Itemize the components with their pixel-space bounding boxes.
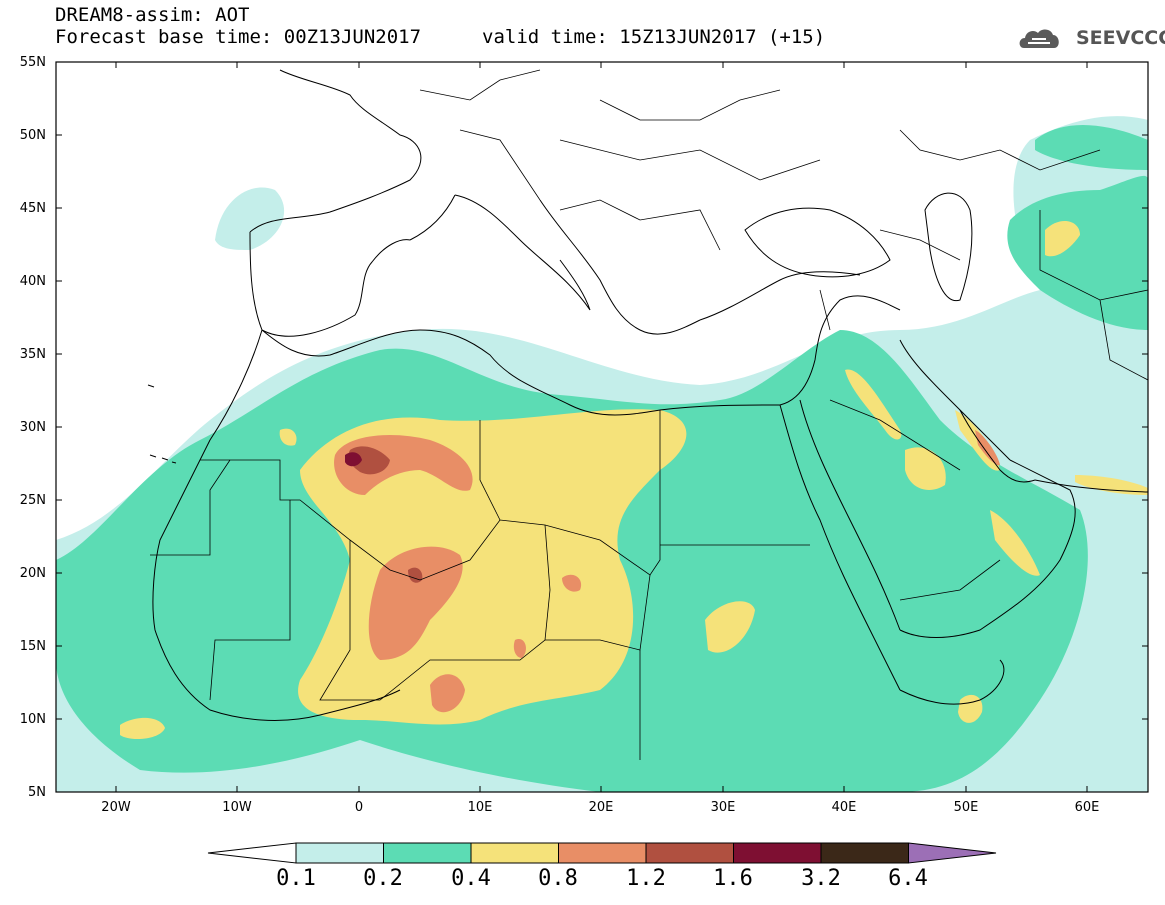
legend-level: 6.4 [888, 866, 928, 891]
lon-label: 50E [953, 800, 979, 815]
lat-label: 35N [19, 347, 46, 362]
colorbar-swatch [470, 842, 559, 864]
lat-label: 50N [19, 128, 46, 143]
map-title: DREAM8-assim: AOT [55, 4, 250, 26]
colorbar-swatch [820, 842, 909, 864]
lat-label: 30N [19, 420, 46, 435]
aot-level-1.6 [345, 452, 362, 467]
legend-level: 0.1 [276, 866, 316, 891]
lat-label: 10N [19, 712, 46, 727]
legend-level: 0.2 [363, 866, 403, 891]
lon-label: 20E [588, 800, 614, 815]
lat-ticks [56, 61, 1148, 720]
colorbar-swatch [295, 842, 384, 864]
colorbar-swatch [558, 842, 647, 864]
legend-level: 3.2 [801, 866, 841, 891]
lat-label: 20N [19, 566, 46, 581]
colorbar-high-arrow [908, 842, 997, 864]
country-borders [150, 69, 1148, 760]
colorbar-swatch [645, 842, 734, 864]
lat-label: 5N [28, 785, 46, 800]
legend-level: 0.4 [451, 866, 491, 891]
lat-label: 25N [19, 493, 46, 508]
legend-level: 1.6 [713, 866, 753, 891]
valid-time: valid time: 15Z13JUN2017 (+15) [482, 26, 826, 48]
lat-label: 45N [19, 201, 46, 216]
aot-level-1.2 [348, 446, 423, 583]
lon-label: 0 [354, 800, 364, 815]
legend-level: 1.2 [626, 866, 666, 891]
forecast-base-time: Forecast base time: 00Z13JUN2017 [55, 26, 422, 48]
lon-label: 40E [831, 800, 857, 815]
coastlines [147, 69, 1148, 721]
colorbar-swatch [733, 842, 822, 864]
lon-label: 60E [1074, 800, 1100, 815]
colorbar [207, 842, 997, 864]
cloud-icon [1019, 29, 1059, 48]
colorbar-swatch [383, 842, 472, 864]
legend-level: 0.8 [538, 866, 578, 891]
lon-label: 20W [101, 800, 131, 815]
lon-label: 10W [222, 800, 252, 815]
colorbar-low-arrow [207, 842, 297, 864]
lat-label: 40N [19, 274, 46, 289]
lon-label: 10E [467, 800, 493, 815]
lon-ticks [115, 62, 1088, 792]
lon-label: 30E [710, 800, 736, 815]
lat-label: 15N [19, 639, 46, 654]
logo-text: SEEVCCC [1076, 27, 1165, 49]
lat-label: 55N [19, 55, 46, 70]
